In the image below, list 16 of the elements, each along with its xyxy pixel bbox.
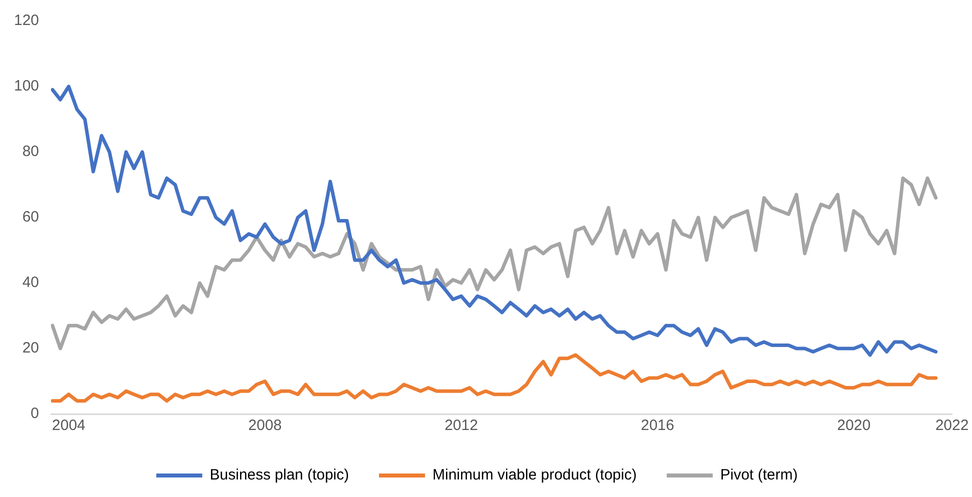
x-tick-label: 2012	[444, 417, 478, 434]
y-tick-label: 100	[14, 78, 40, 95]
x-tick-label: 2020	[837, 417, 871, 434]
x-tick-label: 2022	[935, 417, 969, 434]
legend-label: Minimum viable product (topic)	[432, 466, 637, 484]
x-tick-label: 2008	[248, 417, 282, 434]
x-tick-label: 2016	[640, 417, 674, 434]
y-tick-label: 120	[14, 12, 40, 30]
y-tick-label: 40	[22, 274, 40, 292]
legend-label: Pivot (term)	[720, 466, 798, 484]
y-tick-label: 60	[22, 208, 40, 226]
x-tick-label: 2004	[52, 417, 86, 434]
legend-label: Business plan (topic)	[210, 466, 349, 484]
y-tick-label: 0	[30, 405, 40, 422]
y-tick-label: 20	[22, 340, 40, 357]
y-tick-label: 80	[22, 143, 40, 160]
